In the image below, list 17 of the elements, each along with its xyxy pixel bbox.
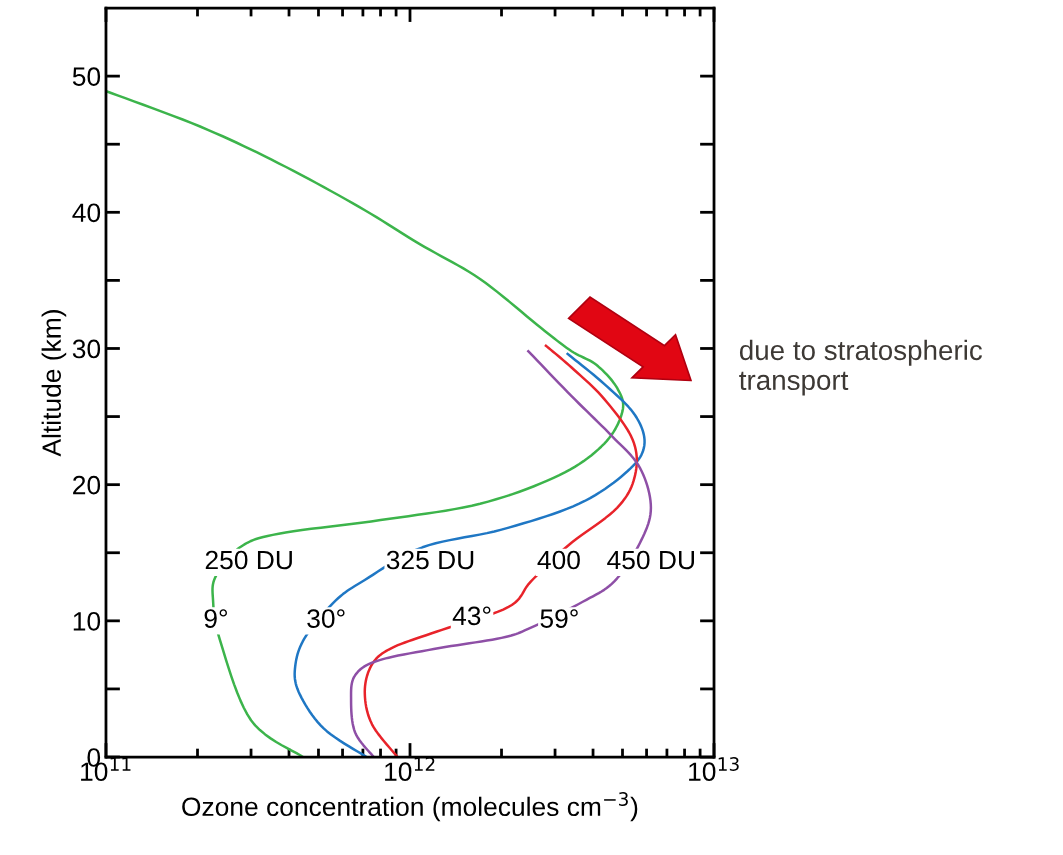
y-axis-title: Altitude (km): [41, 310, 67, 457]
x-tick-label: 10$^{13}$: [689, 756, 739, 782]
text: due to stratospheric transport: [739, 339, 983, 396]
x-axis-title: Ozone concentration (molecules cm$^{−3}$): [182, 792, 638, 822]
annotation: 325 DU: [386, 550, 474, 570]
annotation: 59°: [540, 609, 578, 628]
annotation: 30°: [307, 609, 345, 628]
annotation: 43°: [452, 606, 491, 626]
y-tick-label: 30: [72, 339, 101, 359]
annotation: 9°: [204, 609, 227, 628]
y-tick-label: 40: [72, 203, 101, 223]
y-tick-label: 10: [73, 611, 101, 631]
annotation: 450 DU: [607, 550, 694, 570]
y-tick-label: 50: [72, 67, 101, 86]
annotation: 400: [537, 550, 580, 570]
annotation: 250 DU: [205, 550, 292, 570]
y-tick-label: 20: [73, 475, 101, 495]
